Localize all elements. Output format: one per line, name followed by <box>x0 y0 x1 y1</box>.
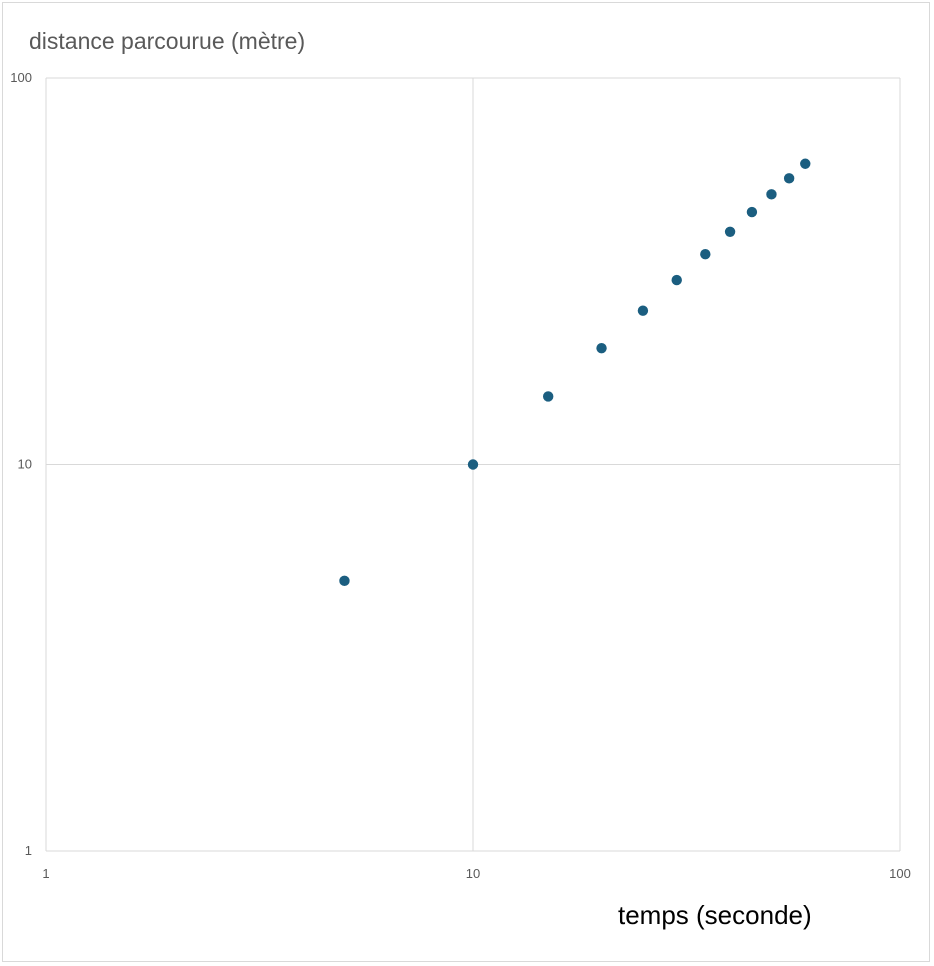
x-axis-title: temps (seconde) <box>618 900 812 930</box>
y-axis-title: distance parcourue (mètre) <box>29 28 306 54</box>
data-point <box>724 226 736 238</box>
y-tick-label: 10 <box>18 457 32 472</box>
x-tick-label: 100 <box>889 866 911 881</box>
y-tick-label: 100 <box>10 70 32 85</box>
data-point <box>339 575 350 587</box>
data-point <box>783 173 795 184</box>
data-point <box>671 274 682 286</box>
data-point <box>637 305 649 316</box>
data-point <box>467 459 479 470</box>
data-point <box>766 189 777 200</box>
x-tick-label: 1 <box>42 866 49 881</box>
data-point <box>700 249 711 260</box>
data-point <box>596 342 607 354</box>
data-point <box>542 391 554 402</box>
y-tick-label: 1 <box>25 843 32 858</box>
data-point <box>746 206 758 218</box>
data-point <box>800 158 811 169</box>
x-tick-label: 10 <box>466 866 480 881</box>
